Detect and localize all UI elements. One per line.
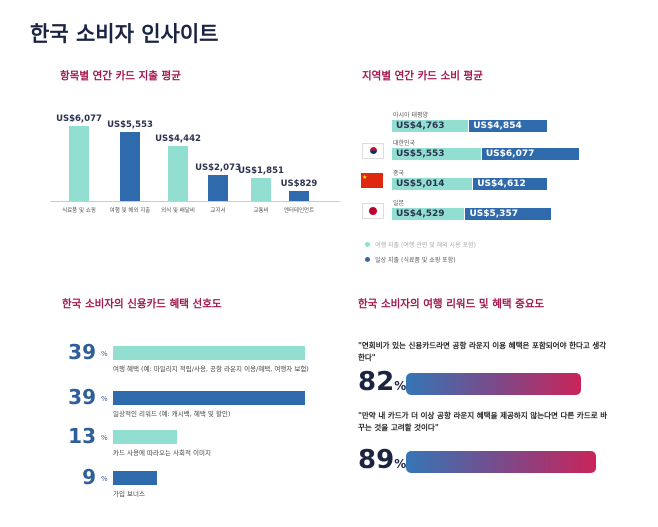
legend-dot-blue bbox=[365, 257, 370, 262]
korea-flag-icon bbox=[362, 143, 384, 159]
percent-value: 13 bbox=[68, 424, 96, 448]
bar bbox=[120, 132, 140, 201]
benefit-label: 가입 보너스 bbox=[113, 490, 145, 498]
legend-label-daily: 일상 지출 (식료품 및 쇼핑 포함) bbox=[375, 257, 456, 264]
category-label: 여행 및 해외 지출 bbox=[109, 208, 151, 214]
percent-sign: % bbox=[101, 434, 108, 442]
bar-travel: US$5,014 bbox=[392, 178, 473, 190]
category-label: 교지서 bbox=[210, 208, 226, 214]
data-label: US$2,073 bbox=[195, 163, 241, 174]
pct-num: 89 bbox=[358, 445, 395, 475]
benefit-label: 여행 혜택 (예: 마일리지 적립/사용, 공항 라운지 이용/혜택, 여행자 … bbox=[113, 365, 309, 373]
bar bbox=[113, 471, 158, 485]
japan-flag-icon bbox=[362, 203, 384, 219]
legend-label-travel: 여행 지출 (여행 관련 및 해외 사용 포함) bbox=[375, 242, 476, 249]
pct-num: 82 bbox=[358, 367, 395, 397]
percent-sign: % bbox=[101, 395, 108, 403]
china-flag-icon: ★ bbox=[361, 173, 383, 188]
bar-daily: US$6,077 bbox=[481, 148, 580, 160]
bar bbox=[69, 126, 89, 201]
bar-travel: US$4,529 bbox=[392, 208, 465, 220]
category-label: 엔터테인먼트 bbox=[283, 208, 315, 214]
bar bbox=[251, 178, 271, 201]
bar-daily: US$4,612 bbox=[473, 178, 547, 190]
page-title: 한국 소비자 인사이트 bbox=[30, 22, 219, 46]
category-label: 외식 및 배달비 bbox=[161, 208, 195, 214]
gradient-bar bbox=[406, 373, 581, 395]
region-label: 일본 bbox=[393, 200, 405, 207]
bar-daily: US$5,357 bbox=[465, 208, 552, 220]
region-label: 아시아 태평양 bbox=[393, 112, 429, 119]
benefit-label: 카드 사용에 따라오는 사회적 이미지 bbox=[113, 449, 211, 457]
percent-sign: % bbox=[101, 350, 108, 358]
region-label: 대한민국 bbox=[393, 140, 416, 147]
chart2-title: 지역별 연간 카드 소비 평균 bbox=[362, 70, 483, 82]
percent-sign: % bbox=[101, 475, 108, 483]
bar-travel: US$5,553 bbox=[392, 148, 481, 160]
bar bbox=[289, 190, 309, 201]
data-label: US$5,553 bbox=[107, 120, 153, 131]
chart4-title: 한국 소비자의 여행 리워드 및 혜택 중요도 bbox=[358, 298, 545, 310]
percent-value: 89% bbox=[358, 445, 406, 475]
region-label: 중국 bbox=[393, 170, 405, 177]
legend-travel: 여행 지출 (여행 관련 및 해외 사용 포함) bbox=[365, 232, 476, 251]
survey-quote: "만약 내 카드가 더 이상 공항 라운지 혜택을 제공하지 않는다면 다른 카… bbox=[358, 411, 608, 432]
benefit-label: 일상적인 리워드 (예: 캐시백, 혜택 및 할인) bbox=[113, 410, 231, 418]
bar bbox=[168, 146, 188, 201]
percent-value: 39 bbox=[68, 385, 96, 409]
bar bbox=[113, 391, 306, 405]
data-label: US$829 bbox=[280, 178, 318, 189]
category-label: 교통비 bbox=[253, 208, 269, 214]
bar bbox=[113, 346, 306, 360]
bar-daily: US$4,854 bbox=[469, 120, 547, 132]
legend-daily: 일상 지출 (식료품 및 쇼핑 포함) bbox=[365, 247, 456, 266]
chart1-title: 항목별 연간 카드 지출 평균 bbox=[60, 70, 181, 82]
data-label: US$4,442 bbox=[155, 134, 201, 145]
percent-sign: % bbox=[394, 457, 407, 471]
percent-value: 39 bbox=[68, 340, 96, 364]
category-label: 식료품 및 쇼핑 bbox=[62, 208, 96, 214]
percent-value: 82% bbox=[358, 367, 406, 397]
bar bbox=[113, 430, 178, 444]
survey-quote: "연회비가 있는 신용카드라면 공항 라운지 이용 혜택은 포함되어야 한다고 … bbox=[358, 341, 607, 362]
data-label: US$6,077 bbox=[56, 114, 102, 124]
bar bbox=[208, 175, 228, 201]
percent-sign: % bbox=[394, 379, 407, 393]
bar-travel: US$4,763 bbox=[392, 120, 469, 132]
chart3-title: 한국 소비자의 신용카드 혜택 선호도 bbox=[62, 298, 222, 310]
chart1-baseline bbox=[50, 201, 340, 202]
gradient-bar bbox=[406, 451, 596, 473]
percent-value: 9 bbox=[82, 465, 96, 489]
data-label: US$1,851 bbox=[238, 166, 284, 177]
legend-dot-teal bbox=[365, 242, 370, 247]
